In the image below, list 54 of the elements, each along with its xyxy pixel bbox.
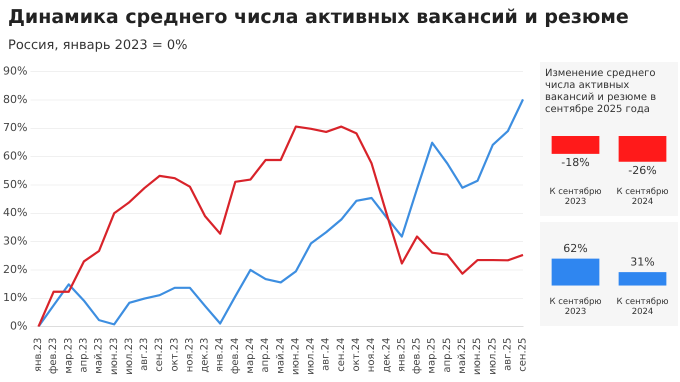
x-tick-label: апр.23 — [78, 338, 90, 373]
x-tick-label: апр.24 — [260, 338, 272, 373]
x-tick-label: сен.23 — [154, 338, 166, 372]
y-tick-label: 40% — [2, 206, 28, 220]
x-tick-label: К сентябрю 2023 — [549, 186, 602, 208]
x-tick-label: ноя.24 — [366, 338, 378, 372]
y-tick-label: 20% — [2, 262, 28, 276]
x-tick-label: авг.24 — [320, 338, 332, 371]
x-tick-label: К сентябрю 2024 — [616, 296, 669, 318]
x-tick-label: апр.25 — [442, 338, 453, 373]
y-tick-label: 0% — [10, 320, 28, 332]
x-tick-label: янв.25 — [396, 338, 408, 372]
x-tick-label: июн.23 — [108, 338, 120, 375]
x-tick-label: мар.23 — [63, 338, 74, 374]
x-tick-label: янв.23 — [33, 338, 44, 372]
x-tick-label: окт.23 — [169, 338, 180, 372]
y-tick-label: 80% — [2, 92, 28, 106]
x-tick-label: май.25 — [457, 338, 468, 374]
x-tick-label: май.24 — [275, 338, 286, 374]
x-tick-label: янв.24 — [214, 338, 226, 372]
x-tick-label: июл.24 — [306, 338, 317, 375]
data-label: 31% — [630, 255, 655, 268]
x-tick-label: авг.23 — [139, 338, 150, 371]
x-tick-label: К сентябрю 2023 — [549, 296, 602, 318]
x-tick-label: окт.24 — [351, 338, 362, 372]
y-tick-label: 60% — [2, 149, 28, 162]
data-label: -18% — [561, 156, 590, 170]
y-tick-label: 70% — [2, 121, 28, 134]
x-tick-label: май.23 — [94, 338, 105, 374]
x-tick-label: ноя.23 — [184, 338, 196, 372]
y-tick-label: 30% — [2, 234, 28, 248]
x-tick-label: сен.25 — [518, 338, 529, 372]
x-tick-label: фев.24 — [230, 338, 241, 374]
chart-title: Динамика среднего числа активных вакансий и резюме — [8, 6, 629, 28]
x-tick-label: дек.24 — [381, 338, 392, 373]
data-label: -26% — [628, 164, 657, 178]
x-tick-label: фев.23 — [48, 338, 60, 374]
y-tick-label: 10% — [2, 291, 28, 304]
x-tick-label: июн.25 — [472, 338, 484, 375]
y-tick-label: 90% — [2, 64, 28, 78]
x-tick-label: сен.24 — [336, 338, 347, 372]
chart-subtitle: Россия, январь 2023 = 0% — [8, 38, 188, 53]
x-tick-label: фев.25 — [412, 338, 423, 374]
x-tick-label: мар.24 — [245, 338, 256, 374]
x-tick-label: мар.25 — [426, 338, 438, 374]
y-tick-label: 50% — [2, 178, 28, 191]
x-tick-label: авг.25 — [502, 338, 514, 371]
x-tick-label: К сентябрю 2024 — [616, 186, 669, 208]
data-label: 62% — [563, 242, 588, 255]
x-tick-label: июн.24 — [290, 338, 302, 375]
x-tick-label: дек.23 — [200, 338, 211, 373]
x-tick-label: июл.23 — [124, 338, 135, 375]
chart-title: Изменение среднего числа активных вакансий и резюме в сентябре 2025 года — [544, 67, 658, 117]
x-tick-label: июл.25 — [487, 338, 498, 375]
